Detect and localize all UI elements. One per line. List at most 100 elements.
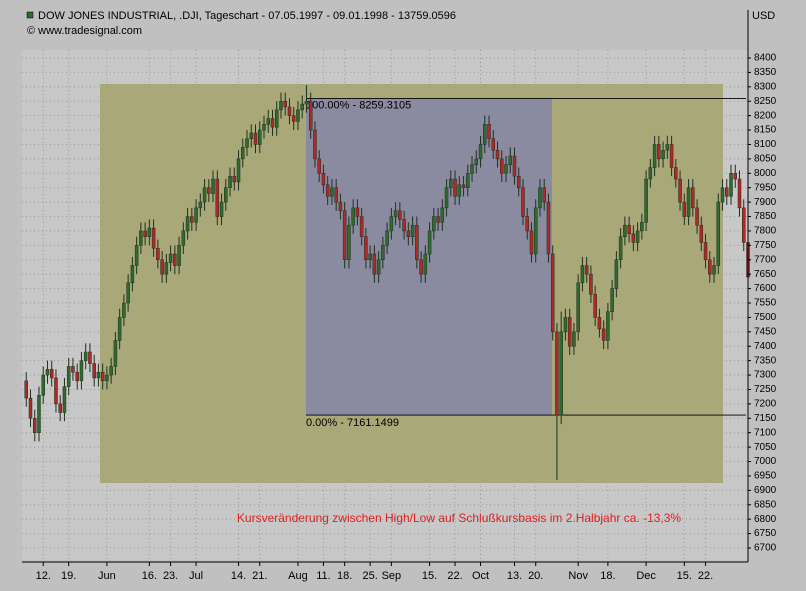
- candle-body: [627, 224, 631, 235]
- y-tick-label: 8050: [754, 154, 777, 165]
- candle-body: [75, 371, 79, 382]
- candle-body: [682, 201, 687, 217]
- x-tick-label: 18.: [337, 570, 352, 582]
- candle-body: [657, 144, 661, 160]
- candle-body: [580, 265, 585, 284]
- title-icon: [26, 11, 34, 19]
- candle-body: [270, 118, 275, 128]
- candle-body: [708, 259, 712, 275]
- candle-body: [164, 262, 169, 275]
- candle-body: [304, 100, 309, 105]
- x-tick-label: Oct: [472, 570, 489, 582]
- candle-body: [279, 100, 283, 111]
- y-tick-label: 7700: [754, 254, 777, 265]
- candle-body: [122, 302, 126, 318]
- candle-body: [538, 187, 542, 209]
- candle-body: [139, 230, 143, 246]
- candle-body: [79, 360, 84, 382]
- candle-body: [398, 210, 402, 220]
- y-tick-label: 6950: [754, 471, 777, 482]
- x-tick-label: 15.: [422, 570, 437, 582]
- candle-body: [198, 201, 203, 209]
- candle-body: [516, 175, 521, 188]
- y-tick-label: 6800: [754, 514, 777, 525]
- candle-body: [461, 184, 466, 188]
- candle-body: [674, 167, 678, 180]
- candle-body: [291, 115, 296, 122]
- y-tick-label: 8400: [754, 53, 777, 64]
- y-tick-label: 7200: [754, 399, 777, 410]
- candle-body: [134, 245, 139, 266]
- candle-body: [584, 265, 589, 275]
- candle-body: [372, 253, 377, 275]
- candle-body: [266, 118, 270, 125]
- candle-body: [474, 158, 479, 165]
- candle-body: [368, 253, 372, 261]
- y-tick-label: 7600: [754, 283, 777, 294]
- candle-body: [156, 247, 160, 261]
- candle-body: [296, 109, 300, 122]
- candle-body: [678, 178, 682, 203]
- candle-body: [725, 187, 729, 197]
- candle-body: [160, 259, 164, 275]
- candle-body: [83, 351, 88, 361]
- x-tick-label: 21.: [252, 570, 267, 582]
- candle-body: [457, 184, 462, 197]
- candle-body: [559, 331, 563, 416]
- candle-body: [652, 144, 657, 168]
- candle-body: [54, 377, 58, 405]
- candle-body: [355, 207, 360, 217]
- candle-body: [334, 187, 338, 203]
- y-tick-label: 7400: [754, 341, 777, 352]
- candle-body: [342, 210, 347, 261]
- candle-body: [449, 178, 453, 188]
- y-tick-label: 6750: [754, 528, 777, 539]
- candle-body: [58, 403, 62, 413]
- candle-body: [427, 230, 432, 255]
- candle-body: [88, 351, 92, 364]
- candle-body: [432, 216, 436, 232]
- candle-body: [546, 201, 551, 255]
- candle-body: [168, 253, 173, 263]
- y-tick-label: 7300: [754, 370, 777, 381]
- candle-body: [563, 317, 568, 333]
- x-tick-label: 12.: [36, 570, 51, 582]
- candle-body: [24, 380, 28, 399]
- fib-box: [306, 98, 552, 416]
- candle-body: [487, 124, 491, 139]
- candle-body: [436, 216, 440, 223]
- candle-body: [143, 230, 147, 237]
- candle-body: [597, 317, 602, 330]
- candle-body: [330, 187, 334, 197]
- candle-body: [402, 219, 406, 232]
- x-tick-label: 14.: [231, 570, 246, 582]
- candle-body: [661, 149, 665, 160]
- candle-body: [219, 201, 224, 217]
- candle-body: [614, 259, 619, 289]
- candle-body: [508, 155, 512, 165]
- y-tick-label: 7050: [754, 442, 777, 453]
- candle-body: [712, 265, 716, 275]
- candle-body: [181, 230, 186, 246]
- candle-body: [423, 253, 428, 275]
- candle-body: [308, 100, 313, 131]
- candle-body: [190, 216, 194, 223]
- candle-body: [691, 187, 695, 209]
- y-tick-label: 6850: [754, 499, 777, 510]
- candle-body: [631, 233, 636, 243]
- candle-body: [618, 236, 623, 261]
- candle-body: [283, 100, 287, 108]
- candle-body: [737, 178, 742, 209]
- candle-body: [610, 288, 614, 312]
- candle-body: [686, 187, 691, 217]
- x-tick-label: 20.: [528, 570, 543, 582]
- y-tick-label: 7650: [754, 269, 777, 280]
- candle-body: [45, 369, 50, 376]
- candle-body: [287, 106, 292, 116]
- candle-body: [635, 230, 640, 243]
- y-tick-label: 8100: [754, 139, 777, 150]
- candle-body: [71, 366, 75, 373]
- y-tick-label: 7950: [754, 182, 777, 193]
- candle-body: [601, 328, 606, 341]
